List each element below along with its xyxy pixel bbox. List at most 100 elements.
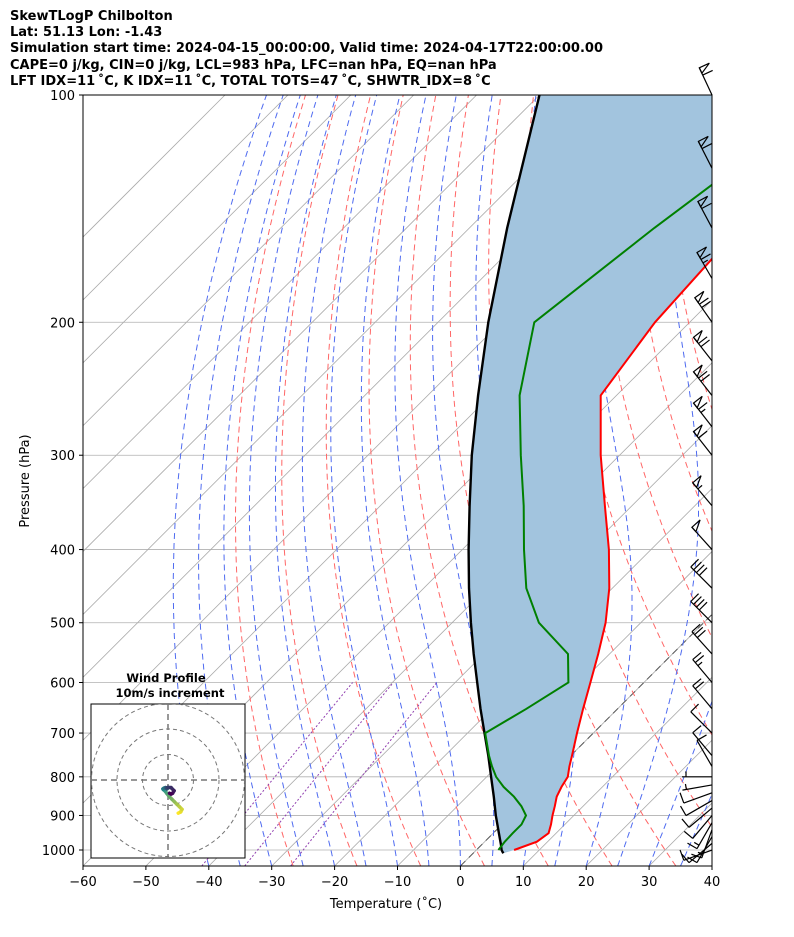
wind-barb [681, 807, 713, 828]
barb-flag [692, 424, 703, 438]
x-axis-label: Temperature (˚C) [329, 896, 442, 912]
barb-feather [700, 374, 710, 382]
barb-flag [693, 290, 705, 304]
barb-shaft [692, 815, 713, 839]
isotherm [523, 676, 712, 866]
isotherm [775, 95, 794, 866]
barb-shaft [692, 685, 713, 710]
parcel-profile-line [467, 95, 541, 854]
isotherm [334, 488, 712, 866]
x-tick-label: 10 [515, 875, 532, 890]
barb-feather [701, 202, 712, 210]
barb-flag [691, 519, 701, 533]
x-tick-label: −10 [384, 875, 411, 890]
hodograph-title: Wind Profile [126, 671, 206, 685]
barb-feather [687, 856, 698, 864]
barb-feather [698, 567, 708, 576]
x-tick-label: 30 [641, 875, 658, 890]
wind-barb [693, 290, 713, 323]
indices-line-2: LFT IDX=11 ˚C, K IDX=11 ˚C, TOTAL TOTS=4… [10, 73, 491, 89]
dry-adiabat [729, 95, 794, 866]
x-tick-label: −60 [69, 875, 96, 890]
wind-barb [690, 593, 713, 624]
dry-adiabat [525, 95, 712, 828]
barb-feather [692, 725, 702, 734]
moist-adiabat [248, 95, 319, 866]
barb-shaft [688, 807, 713, 828]
wind-barb [691, 623, 713, 655]
wind-barb [692, 364, 713, 396]
barb-shaft [692, 659, 713, 683]
barb-feather [690, 593, 699, 602]
wind-barb [692, 725, 713, 757]
barb-half-feather [697, 661, 703, 667]
barb-feather [693, 561, 702, 571]
barb-feather [700, 253, 711, 260]
barb-feather [693, 596, 702, 605]
barb-feather [702, 69, 713, 76]
y-tick-label: 800 [50, 771, 75, 786]
barb-feather [691, 853, 702, 859]
cape-cin-shading [468, 95, 712, 854]
wind-barb [682, 771, 712, 778]
barb-feather [698, 601, 708, 611]
barb-feather [698, 402, 708, 410]
wind-barb [697, 195, 713, 229]
moist-adiabat [330, 95, 398, 866]
location-line: Lat: 51.13 Lon: -1.43 [10, 25, 163, 41]
sounding-profiles [467, 95, 712, 854]
dry-adiabat [663, 95, 712, 411]
y-tick-label: 300 [50, 449, 75, 464]
barb-shaft [696, 740, 713, 767]
barb-flag [692, 395, 703, 409]
x-tick-label: 0 [456, 875, 464, 890]
barb-shaft [690, 601, 713, 624]
dry-adiabat [235, 95, 306, 866]
plot-area [83, 95, 794, 866]
moist-adiabat [274, 95, 337, 866]
wind-barb [690, 558, 713, 589]
wind-barb [683, 815, 713, 839]
barb-shaft [701, 829, 713, 859]
isotherm [83, 95, 352, 364]
dry-adiabat [630, 95, 712, 533]
x-tick-label: −30 [258, 875, 285, 890]
isotherm [83, 95, 477, 490]
isotherm [83, 95, 540, 553]
temperature-line [513, 257, 712, 851]
y-tick-label: 1000 [42, 844, 75, 859]
hodograph-plot [91, 704, 245, 858]
barb-feather [681, 818, 690, 828]
wind-barb [679, 792, 713, 804]
barb-feather [694, 626, 704, 636]
barb-feather [692, 651, 702, 660]
wind-barb [687, 822, 713, 850]
chart-title: SkewTLogP Chilbolton [10, 9, 173, 24]
times-line: Simulation start time: 2024-04-15_00:00:… [10, 41, 603, 57]
barb-feather [690, 703, 699, 713]
barb-shaft [690, 566, 713, 589]
barb-flag [692, 364, 703, 378]
axes: −60 −50 −40 −30 −20 −10 0 10 20 30 40 100 200 300 400 5… [42, 89, 720, 890]
isotherm [83, 95, 603, 615]
barb-half-feather [697, 484, 703, 490]
moist-adiabat [301, 95, 367, 866]
barb-feather [696, 564, 705, 574]
dry-adiabat [368, 95, 485, 866]
barb-feather [691, 623, 701, 633]
dry-adiabat [762, 95, 794, 866]
mixing-ratio-line [290, 682, 438, 866]
cin-area [468, 95, 712, 854]
moist-adiabat [711, 864, 712, 866]
barb-flag [691, 475, 702, 489]
barb-feather [681, 853, 690, 864]
barb-flag [697, 195, 709, 208]
wind-barb [692, 678, 713, 710]
dewpoint-line [484, 183, 712, 851]
barb-feather [701, 300, 712, 309]
barb-feather [690, 558, 699, 568]
hodograph: Wind Profile 10m/s increment [90, 671, 246, 859]
y-axis-label: Pressure (hPa) [18, 434, 33, 527]
barb-feather [698, 370, 708, 379]
barb-shaft [692, 732, 713, 757]
